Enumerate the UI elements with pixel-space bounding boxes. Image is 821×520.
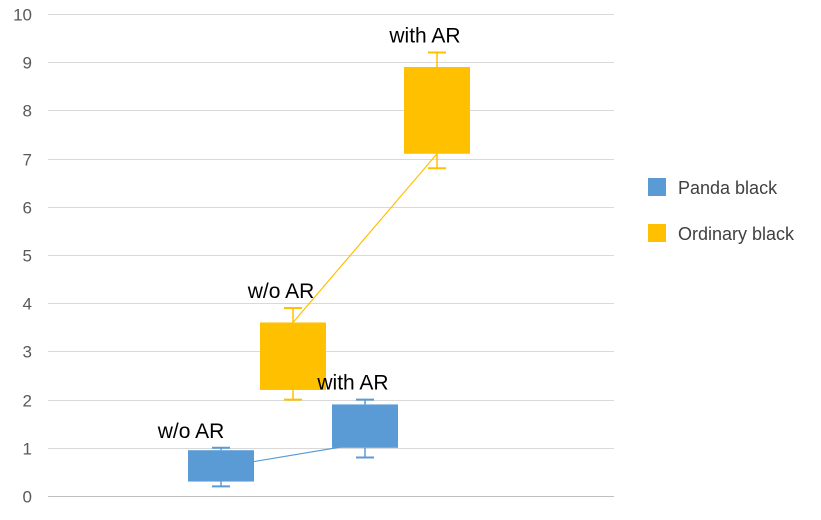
box-iqr [188, 450, 254, 482]
ordinary-black-label-0: w/o AR [247, 280, 315, 303]
y-tick-label-4: 4 [23, 295, 32, 314]
y-tick-label-9: 9 [23, 54, 32, 73]
legend-swatch-ordinary-black [648, 224, 666, 242]
y-tick-label-2: 2 [23, 392, 32, 411]
ordinary-black-box-1 [404, 51, 470, 170]
legend-label-ordinary-black: Ordinary black [678, 224, 795, 244]
panda-black-box-0 [188, 446, 254, 488]
ordinary-black-label-1: with AR [388, 25, 460, 48]
y-tick-label-6: 6 [23, 199, 32, 218]
y-tick-label-0: 0 [23, 488, 32, 507]
plot-area [188, 51, 470, 488]
y-tick-label-5: 5 [23, 247, 32, 266]
box-iqr [332, 404, 398, 448]
y-tick-label-10: 10 [13, 6, 32, 25]
legend: Panda black Ordinary black [648, 178, 795, 244]
legend-swatch-panda-black [648, 178, 666, 196]
ordinary-black-box-0 [260, 307, 326, 401]
y-tick-label-3: 3 [23, 343, 32, 362]
box-labels: w/o AR with AR w/o AR with AR [157, 25, 461, 443]
y-axis-tick-labels: 0 1 2 3 4 5 6 7 8 9 10 [13, 6, 32, 507]
y-tick-label-7: 7 [23, 151, 32, 170]
panda-black-label-1: with AR [316, 372, 388, 395]
panda-black-box-1 [332, 398, 398, 459]
gridlines [48, 14, 614, 497]
legend-label-panda-black: Panda black [678, 178, 778, 198]
box-iqr [404, 67, 470, 154]
ordinary-black-median-connector [292, 153, 438, 323]
y-tick-label-1: 1 [23, 440, 32, 459]
box-iqr [260, 322, 326, 390]
y-tick-label-8: 8 [23, 102, 32, 121]
panda-black-label-0: w/o AR [157, 420, 225, 443]
